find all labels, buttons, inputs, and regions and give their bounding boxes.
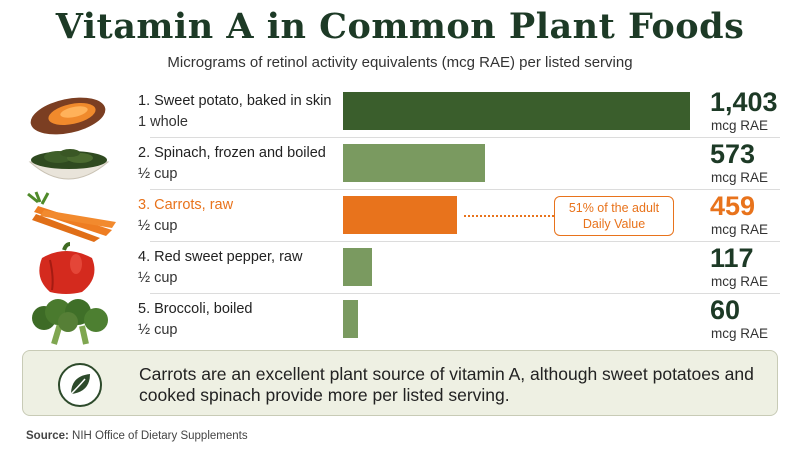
chart-row: 4. Red sweet pepper, raw ½ cup 117 mcg R… xyxy=(20,242,780,294)
sweet-potato-icon xyxy=(30,97,106,135)
source-label: Source: xyxy=(26,430,69,442)
row-divider xyxy=(150,293,780,294)
value-label: 117 xyxy=(710,243,754,273)
bar xyxy=(343,196,457,234)
source-text: NIH Office of Dietary Supplements xyxy=(72,430,248,442)
spinach-bowl-icon xyxy=(28,149,110,180)
bar xyxy=(343,92,690,130)
chart-title: Vitamin A in Common Plant Foods xyxy=(55,6,745,47)
chart-row: 1. Sweet potato, baked in skin 1 whole 1… xyxy=(20,86,780,138)
chart-row: 5. Broccoli, boiled ½ cup 60 mcg RAE xyxy=(20,294,780,346)
source-credit: Source: NIH Office of Dietary Supplement… xyxy=(26,430,248,442)
callout-connector xyxy=(464,215,554,217)
item-serving: ½ cup xyxy=(138,270,178,286)
row-divider xyxy=(150,241,780,242)
item-serving: ½ cup xyxy=(138,322,178,338)
daily-value-callout: 51% of the adult Daily Value xyxy=(554,196,674,236)
value-unit: mcg RAE xyxy=(711,326,769,341)
bar xyxy=(343,248,372,286)
chart-subtitle: Micrograms of retinol activity equivalen… xyxy=(167,54,633,71)
red-pepper-icon xyxy=(39,242,95,294)
value-unit: mcg RAE xyxy=(711,170,769,185)
broccoli-icon xyxy=(32,299,108,345)
item-serving: ½ cup xyxy=(138,166,178,182)
key-takeaway-box: Carrots are an excellent plant source of… xyxy=(22,350,778,416)
item-serving: 1 whole xyxy=(138,114,188,130)
value-unit: mcg RAE xyxy=(711,222,769,237)
value-label: 60 xyxy=(710,295,741,325)
callout-line-1: 51% of the adult xyxy=(568,201,660,215)
item-name: 1. Sweet potato, baked in skin xyxy=(138,93,332,109)
value-unit: mcg RAE xyxy=(711,118,769,133)
chart-row: 3. Carrots, raw ½ cup 51% of the adult D… xyxy=(20,190,780,242)
takeaway-text: Carrots are an excellent plant source of… xyxy=(139,364,754,405)
value-label: 573 xyxy=(710,139,756,169)
item-name: 3. Carrots, raw xyxy=(138,197,234,213)
bar xyxy=(343,144,485,182)
item-name: 5. Broccoli, boiled xyxy=(138,301,253,317)
carrots-icon xyxy=(27,191,116,242)
value-unit: mcg RAE xyxy=(711,274,769,289)
bar xyxy=(343,300,358,338)
value-label: 1,403 xyxy=(710,87,778,117)
item-name: 2. Spinach, frozen and boiled xyxy=(138,145,326,161)
callout-line-2: Daily Value xyxy=(582,217,646,231)
chart-row: 2. Spinach, frozen and boiled ½ cup 573 … xyxy=(20,138,780,190)
item-name: 4. Red sweet pepper, raw xyxy=(138,249,303,265)
row-divider xyxy=(150,137,780,138)
leaf-icon xyxy=(58,363,102,407)
item-serving: ½ cup xyxy=(138,218,178,234)
value-label: 459 xyxy=(710,191,756,221)
row-divider xyxy=(150,189,780,190)
